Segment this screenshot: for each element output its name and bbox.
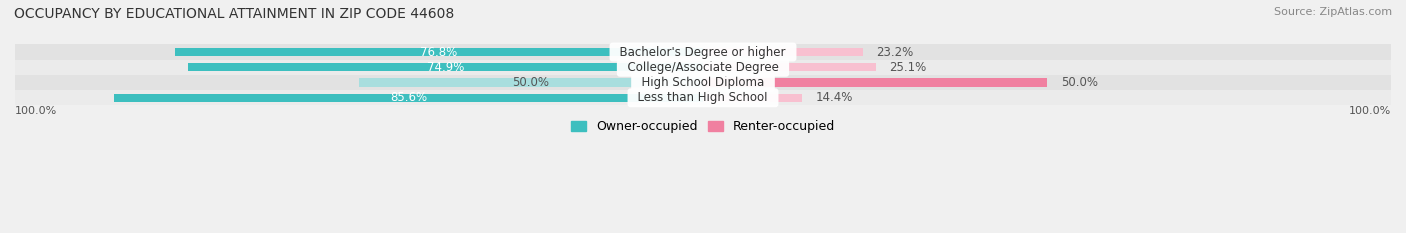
- Bar: [174, 48, 703, 56]
- Text: 50.0%: 50.0%: [1060, 76, 1098, 89]
- Text: 74.9%: 74.9%: [426, 61, 464, 74]
- Bar: [114, 94, 703, 102]
- Text: 100.0%: 100.0%: [15, 106, 58, 116]
- FancyBboxPatch shape: [15, 60, 1391, 75]
- Text: 14.4%: 14.4%: [815, 91, 853, 104]
- Text: 76.8%: 76.8%: [420, 45, 457, 58]
- Text: High School Diploma: High School Diploma: [634, 76, 772, 89]
- FancyBboxPatch shape: [15, 75, 1391, 90]
- FancyBboxPatch shape: [15, 45, 1391, 60]
- Text: Less than High School: Less than High School: [630, 91, 776, 104]
- Bar: [703, 48, 863, 56]
- FancyBboxPatch shape: [15, 90, 1391, 105]
- Text: 25.1%: 25.1%: [890, 61, 927, 74]
- Bar: [703, 78, 1047, 87]
- Text: Bachelor's Degree or higher: Bachelor's Degree or higher: [613, 45, 793, 58]
- Text: Source: ZipAtlas.com: Source: ZipAtlas.com: [1274, 7, 1392, 17]
- Bar: [703, 63, 876, 72]
- Bar: [187, 63, 703, 72]
- Text: 50.0%: 50.0%: [513, 76, 550, 89]
- Text: College/Associate Degree: College/Associate Degree: [620, 61, 786, 74]
- Text: OCCUPANCY BY EDUCATIONAL ATTAINMENT IN ZIP CODE 44608: OCCUPANCY BY EDUCATIONAL ATTAINMENT IN Z…: [14, 7, 454, 21]
- Text: 85.6%: 85.6%: [389, 91, 427, 104]
- Text: 23.2%: 23.2%: [876, 45, 914, 58]
- Text: 100.0%: 100.0%: [1348, 106, 1391, 116]
- Bar: [703, 94, 801, 102]
- Legend: Owner-occupied, Renter-occupied: Owner-occupied, Renter-occupied: [567, 115, 839, 138]
- Bar: [359, 78, 703, 87]
